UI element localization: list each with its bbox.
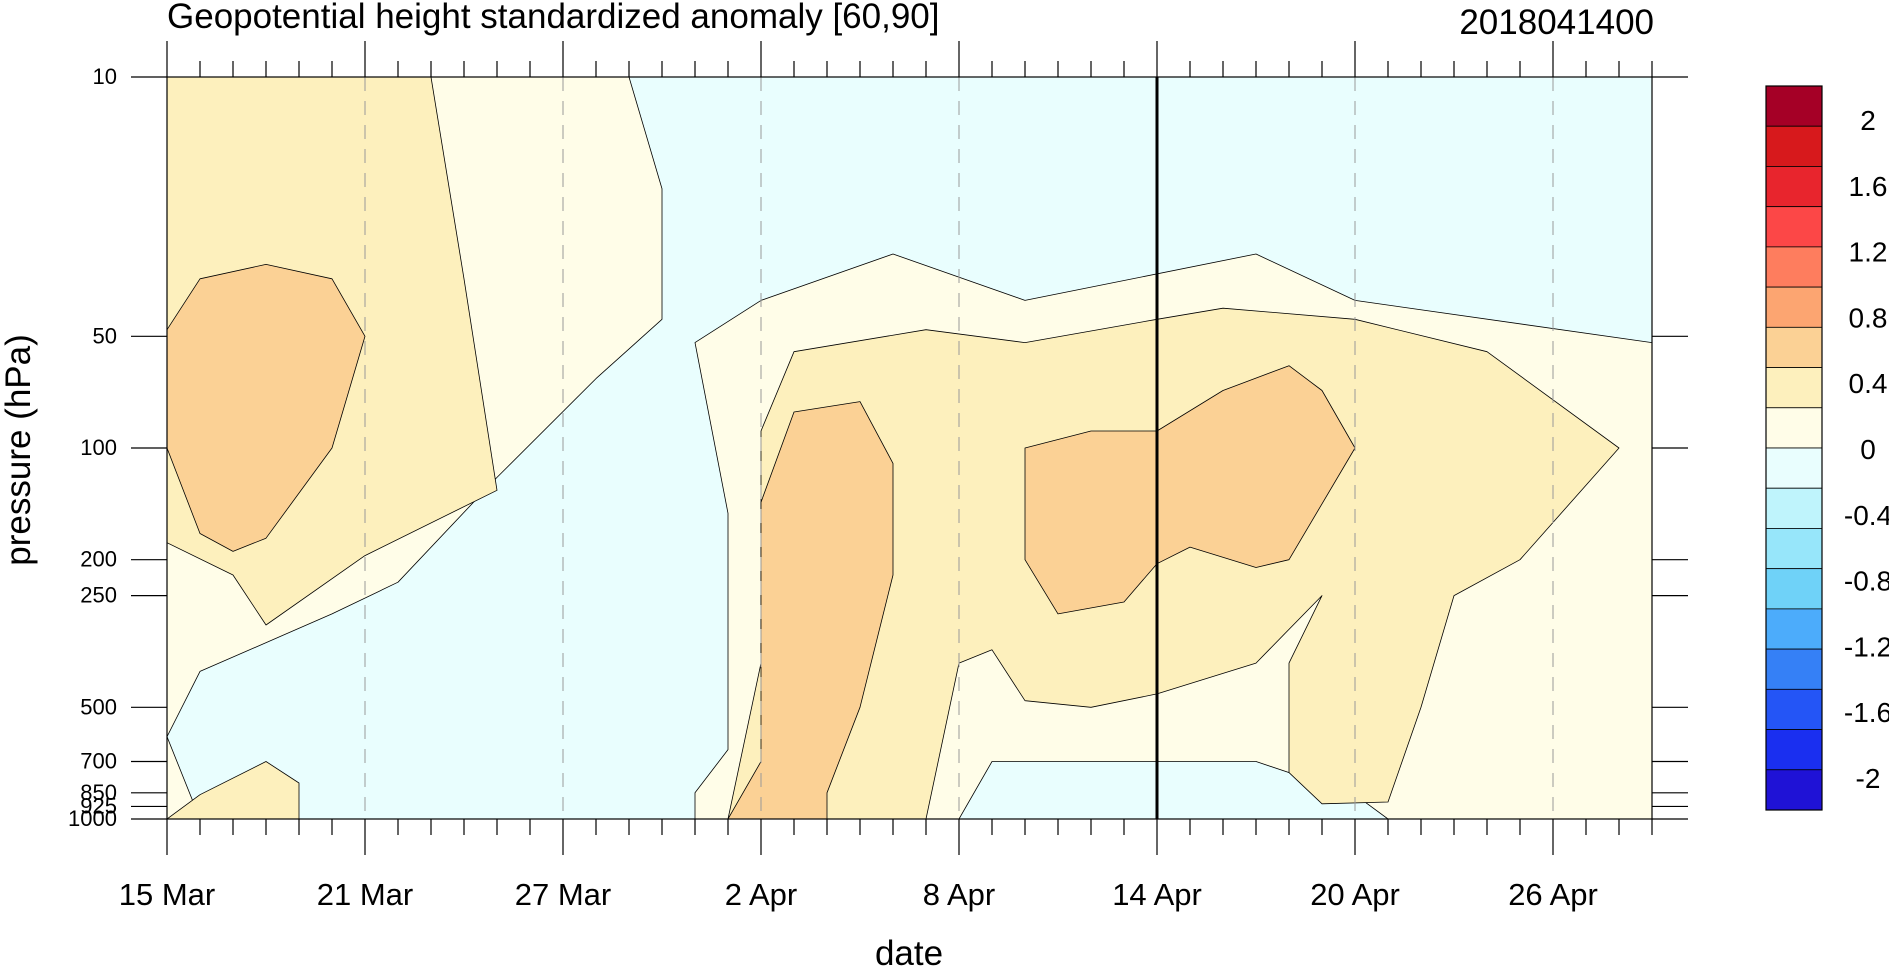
colorbar-label: -0.4 [1844,500,1889,531]
colorbar: 2 1.6 1.2 0.8 0.4 0 -0.4 -0.8 -1.2 -1.6 -2 [1765,85,1889,811]
colorbar-box [1765,729,1823,771]
y-tick-label: 700 [80,749,117,774]
colorbar-box [1765,568,1823,610]
colorbar-box [1765,367,1823,409]
contour-fills [167,77,1652,819]
colorbar-label: 0 [1860,434,1876,465]
colorbar-box [1765,407,1823,449]
x-tick-label: 26 Apr [1508,877,1598,912]
y-tick-label: 925 [80,793,117,818]
y-tick-label: 250 [80,583,117,608]
y-tick-label: 500 [80,694,117,719]
colorbar-label: 0.4 [1849,368,1888,399]
colorbar-box [1765,246,1823,288]
colorbar-box [1765,528,1823,570]
contour-region-2 [958,761,1389,819]
x-tick-label: 2 Apr [725,877,797,912]
colorbar-box [1765,85,1823,127]
x-tick-label: 21 Mar [317,877,413,912]
x-tick-label: 8 Apr [923,877,995,912]
y-tick-label: 50 [93,323,117,348]
x-tick-label: 20 Apr [1310,877,1400,912]
colorbar-box [1765,286,1823,328]
colorbar-box [1765,769,1823,811]
x-tick-label: 14 Apr [1112,877,1202,912]
chart-title: Geopotential height standardized anomaly… [167,0,939,36]
x-tick-label: 15 Mar [119,877,215,912]
colorbar-box [1765,487,1823,529]
y-tick-label: 200 [80,547,117,572]
colorbar-box [1765,688,1823,730]
colorbar-label: 2 [1860,105,1876,136]
x-tick-label: 27 Mar [515,877,611,912]
colorbar-box [1765,125,1823,167]
colorbar-label: -0.8 [1844,566,1889,597]
x-axis-ticks: 15 Mar 21 Mar 27 Mar 2 Apr 8 Apr 14 Apr 20 Apr… [119,41,1653,912]
colorbar-box [1765,648,1823,690]
colorbar-label: 0.8 [1849,302,1888,333]
y-tick-label: 100 [80,435,117,460]
colorbar-box [1765,608,1823,650]
contour-region-5 [727,307,1620,819]
chart-timestamp: 2018041400 [1459,3,1654,42]
colorbar-label: -1.6 [1844,697,1889,728]
y-tick-label: 10 [93,64,117,89]
contour-region-6 [167,263,366,552]
colorbar-label: -2 [1856,763,1881,794]
colorbar-frame [1765,85,1823,811]
colorbar-label: -1.2 [1844,631,1889,662]
y-tick-label: 850 [80,780,117,805]
contour-region-1 [167,77,1652,819]
x-axis-title: date [875,934,943,969]
colorbar-box [1765,206,1823,248]
y-axis-title: pressure (hPa) [0,334,38,565]
contour-region-8 [1024,365,1356,615]
contour-region-4 [167,761,300,819]
colorbar-label: 1.2 [1849,237,1888,268]
colorbar-box [1765,447,1823,489]
colorbar-box [1765,166,1823,208]
y-tick-label: 1000 [68,806,117,831]
colorbar-label: 1.6 [1849,171,1888,202]
colorbar-box [1765,326,1823,368]
